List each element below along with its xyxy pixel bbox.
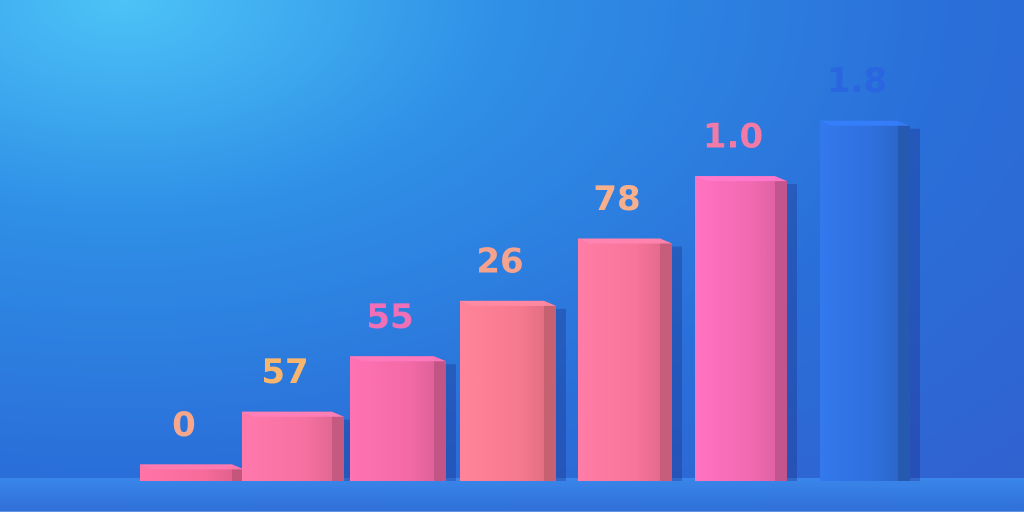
bar-value-label: 1.8 [827,61,887,101]
bar-front [460,300,544,481]
bar-front [695,176,775,481]
chart-floor [0,478,1024,512]
bar-side [332,411,344,481]
bar-value-label: 55 [366,297,413,337]
bar-top [695,176,787,182]
bar-7 [820,120,920,481]
bar-value-label: 1.0 [703,117,763,157]
bar-top [242,411,344,417]
bar-6 [695,176,797,481]
bar-value-label: 78 [593,179,640,219]
bar-top [140,464,244,470]
bar-front [578,238,660,481]
bar-side [775,176,787,481]
bar-top [578,238,672,244]
bar-1 [140,464,254,481]
bar-4 [460,300,566,481]
bar-top [820,120,910,126]
bar-3 [350,356,456,481]
bar-2 [242,411,354,481]
bar-5 [578,238,682,481]
bar-side [434,356,446,481]
bar-side [544,300,556,481]
bar-value-label: 0 [172,405,196,445]
bar-front [820,120,898,481]
bar-side [898,120,910,481]
bar-front [242,411,332,481]
bar-front [350,356,434,481]
bar-top [460,300,556,306]
bar-top [350,356,446,362]
bar-value-label: 26 [476,241,523,281]
bar-value-label: 57 [261,352,308,392]
bar-side [660,238,672,481]
